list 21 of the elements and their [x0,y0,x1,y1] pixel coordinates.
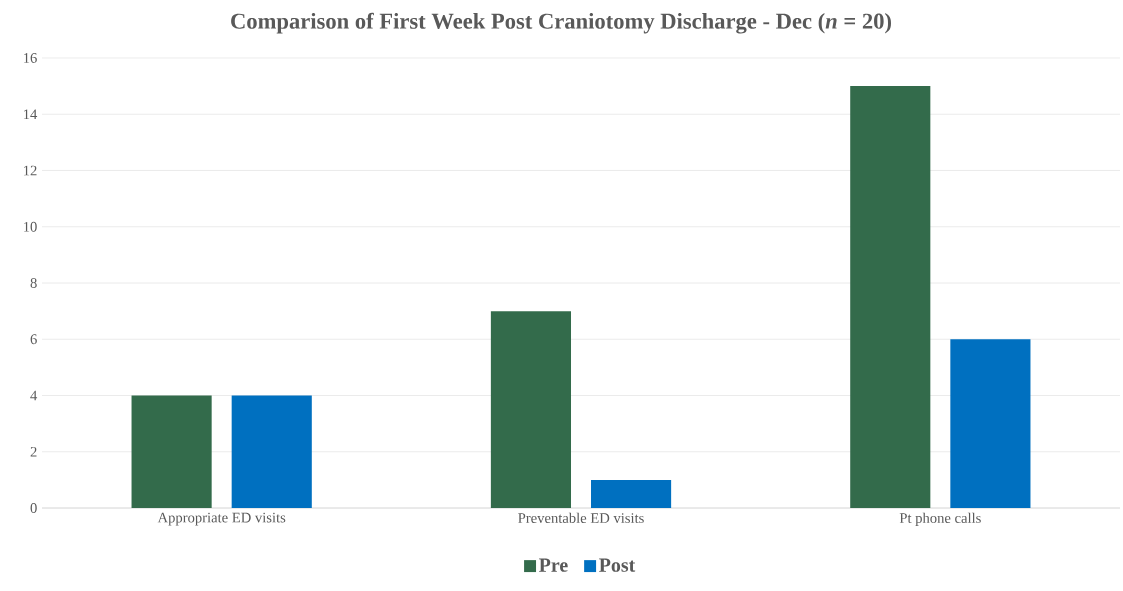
y-tick-label: 8 [30,278,37,288]
y-tick-label: 14 [23,109,38,120]
y-tick-label: 6 [30,334,37,345]
y-tick-label: 16 [23,53,37,63]
bar [131,395,212,508]
legend-label: Post [599,558,636,572]
y-tick-label: 4 [30,390,38,401]
x-tick-label: Appropriate ED visits [157,512,286,526]
chart-title: Comparison of First Week Post Craniotomy Discharge - Dec (n = 20) [231,12,892,34]
bar [231,395,312,508]
x-tick-label: Pt phone calls [899,512,981,526]
legend-label: Pre [539,558,568,572]
bar [850,86,931,508]
x-tick-label: Preventable ED visits [518,512,644,523]
y-tick-label: 12 [23,165,37,176]
y-tick-label: 0 [30,503,37,513]
y-tick-label: 10 [23,221,37,232]
bar [950,339,1031,508]
y-tick-label: 2 [30,446,37,457]
bar [591,479,672,508]
bar [490,311,572,508]
